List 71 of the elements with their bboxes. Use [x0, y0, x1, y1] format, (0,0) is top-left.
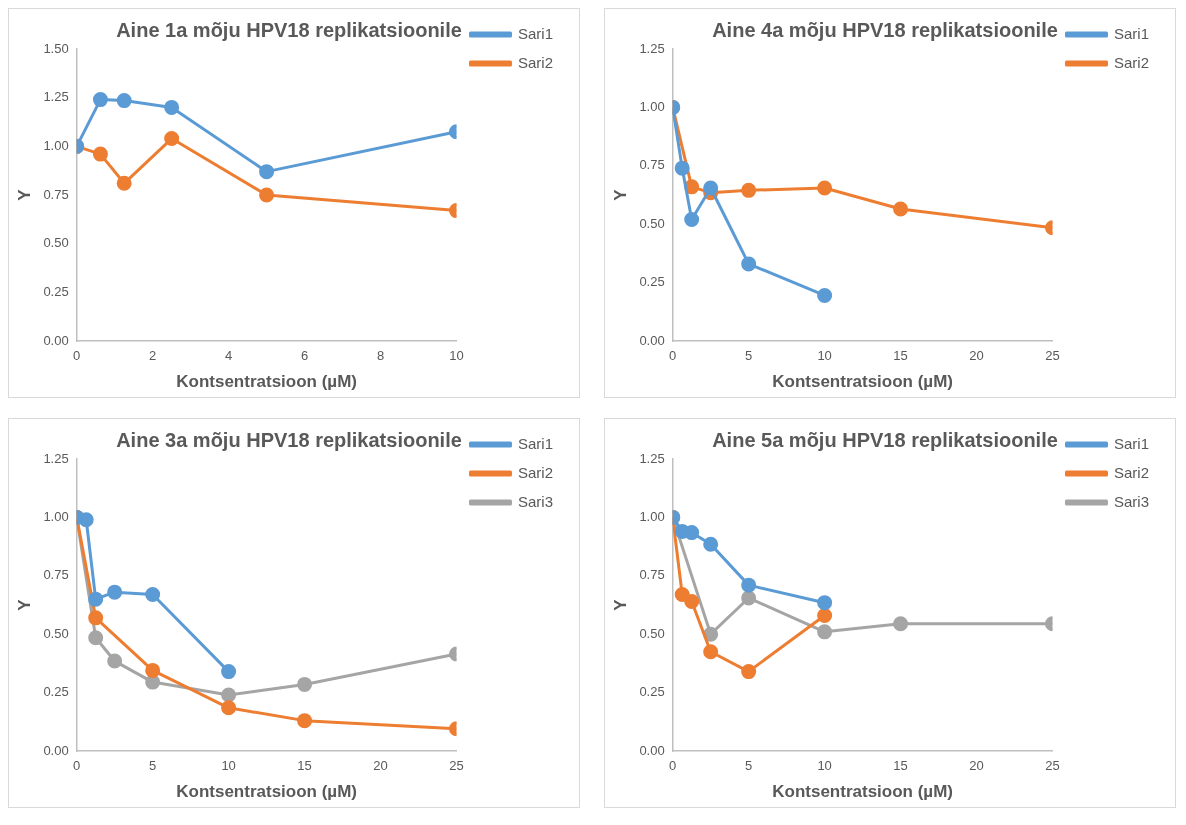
legend-label: Sari1	[517, 434, 554, 452]
y-tick-label: 0.50	[639, 625, 665, 641]
y-tick-label: 0.25	[639, 684, 665, 700]
y-tick-label: 1.25	[639, 450, 665, 466]
y-tick-label: 0.75	[43, 567, 69, 583]
y-tick-label: 0.50	[639, 215, 665, 231]
x-axis-title: Kontsentratsioon (µM)	[772, 782, 953, 802]
y-tick-label: 0.25	[43, 684, 69, 700]
legend-label: Sari2	[1113, 53, 1150, 71]
x-tick-label: 25	[1045, 758, 1060, 774]
chart-title: Aine 1a mõju HPV18 replikatsioonile	[116, 18, 462, 41]
legend-label: Sari1	[1113, 434, 1150, 452]
x-tick-label: 20	[969, 348, 984, 364]
x-tick-label: 10	[221, 758, 236, 774]
y-tick-label: 0.75	[639, 567, 665, 583]
x-tick-label: 5	[745, 348, 753, 364]
y-tick-label: 0.00	[43, 742, 69, 758]
x-tick-label: 6	[300, 348, 309, 364]
y-tick-label: 0.25	[639, 274, 665, 290]
x-tick-label: 0	[73, 758, 81, 774]
y-tick-label: 1.00	[639, 98, 665, 114]
x-tick-label: 5	[149, 758, 157, 774]
y-tick-label: 1.25	[43, 89, 69, 105]
x-tick-label: 15	[893, 758, 908, 774]
y-tick-label: 0.75	[43, 186, 69, 202]
legend-label: Sari3	[517, 492, 554, 510]
x-tick-label: 5	[745, 758, 753, 774]
legend-label: Sari3	[1113, 492, 1150, 510]
x-tick-label: 0	[669, 758, 677, 774]
x-tick-label: 25	[449, 758, 464, 774]
y-tick-label: 0.00	[43, 332, 69, 348]
y-tick-label: 1.25	[43, 450, 69, 466]
y-tick-label: 1.00	[43, 137, 69, 153]
legend-label: Sari2	[517, 53, 554, 71]
legend-label: Sari2	[1113, 463, 1150, 481]
y-tick-label: 0.25	[43, 283, 69, 299]
y-tick-label: 0.00	[639, 742, 665, 758]
x-tick-label: 25	[1045, 348, 1060, 364]
x-tick-label: 2	[149, 348, 157, 364]
x-axis-title: Kontsentratsioon (µM)	[176, 372, 357, 392]
y-axis-title: Y	[14, 598, 34, 611]
x-tick-label: 15	[893, 348, 908, 364]
y-axis-title: Y	[610, 188, 630, 201]
chart-title: Aine 4a mõju HPV18 replikatsioonile	[712, 18, 1058, 41]
x-tick-label: 20	[373, 758, 388, 774]
y-tick-label: 1.00	[639, 508, 665, 524]
x-tick-label: 10	[817, 348, 832, 364]
chart-title: Aine 5a mõju HPV18 replikatsioonile	[712, 428, 1058, 451]
y-tick-label: 1.50	[43, 40, 69, 56]
legend-label: Sari2	[517, 463, 554, 481]
x-tick-label: 0	[669, 348, 677, 364]
x-tick-label: 20	[969, 758, 984, 774]
x-tick-label: 10	[817, 758, 832, 774]
y-axis-title: Y	[610, 598, 630, 611]
legend-label: Sari1	[517, 24, 554, 42]
x-tick-label: 10	[449, 348, 464, 364]
y-tick-label: 1.00	[43, 508, 69, 524]
x-axis-title: Kontsentratsioon (µM)	[772, 372, 953, 392]
y-tick-label: 0.00	[639, 332, 665, 348]
y-tick-label: 0.50	[43, 625, 69, 641]
x-tick-label: 0	[73, 348, 81, 364]
chart-title: Aine 3a mõju HPV18 replikatsioonile	[116, 428, 462, 451]
y-tick-label: 0.75	[639, 157, 665, 173]
y-tick-label: 1.25	[639, 40, 665, 56]
legend-label: Sari1	[1113, 24, 1150, 42]
x-tick-label: 4	[225, 348, 233, 364]
x-tick-label: 8	[376, 348, 385, 364]
x-axis-title: Kontsentratsioon (µM)	[176, 782, 357, 802]
x-tick-label: 15	[297, 758, 312, 774]
y-tick-label: 0.50	[43, 235, 69, 251]
y-axis-title: Y	[14, 188, 34, 201]
